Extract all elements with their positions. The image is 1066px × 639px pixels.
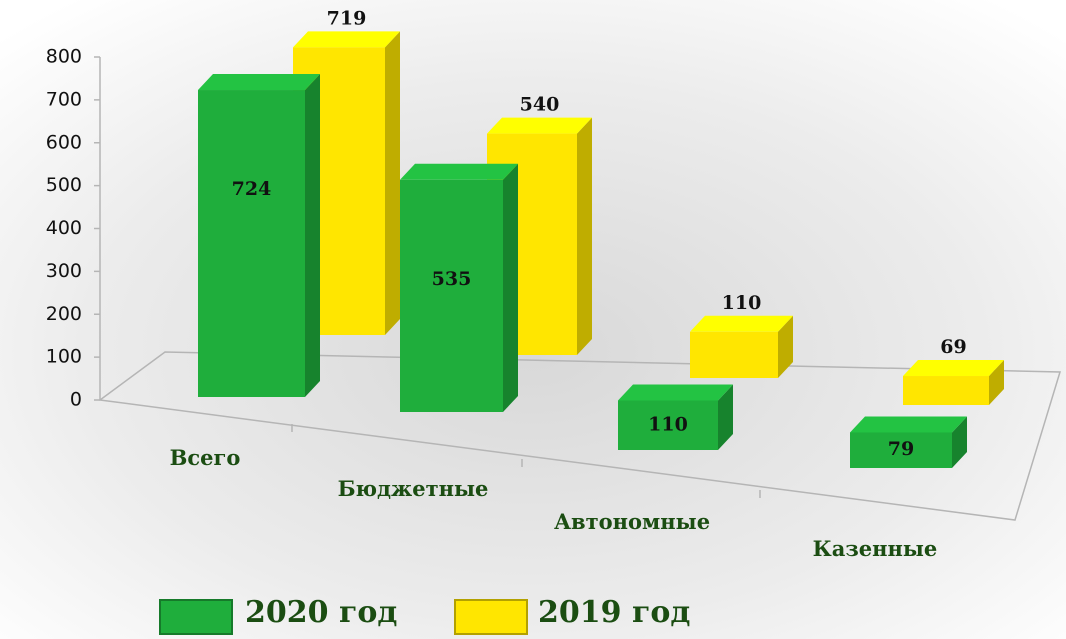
bar-top: [618, 385, 733, 401]
data-label: 110: [648, 413, 688, 435]
bar-side: [305, 74, 320, 397]
bar: [690, 332, 778, 378]
y-tick-label: 800: [46, 46, 82, 68]
bar-group: [903, 360, 1004, 405]
bar-top: [400, 164, 518, 180]
chart: 0 100 200 300 400 500 600 700 800 Всего Бюджетные А…: [0, 0, 1066, 639]
bar-side: [385, 31, 400, 335]
bar-top: [690, 316, 793, 332]
y-tick-label: 100: [46, 346, 82, 368]
bar-top: [293, 31, 400, 47]
bar: [903, 376, 989, 405]
bar-group: [690, 316, 793, 378]
y-tick-label: 400: [46, 217, 82, 239]
data-label: 69: [940, 336, 966, 358]
legend-swatch: [160, 600, 232, 634]
bar-top: [487, 118, 592, 134]
x-tick-label: Бюджетные: [338, 476, 489, 501]
bar-top: [198, 74, 320, 90]
y-tick-label: 600: [46, 131, 82, 153]
data-label: 79: [888, 438, 914, 460]
x-tick-label: Всего: [170, 445, 241, 470]
y-tick-label: 0: [70, 389, 82, 411]
data-label: 110: [722, 292, 762, 314]
x-tick-label: Казенные: [813, 536, 938, 561]
y-tick-label: 500: [46, 174, 82, 196]
legend-swatch: [455, 600, 527, 634]
x-tick-label: Автономные: [554, 509, 710, 534]
data-label: 719: [327, 7, 367, 29]
legend-label: 2020 год: [245, 595, 397, 630]
legend-label: 2019 год: [538, 595, 690, 630]
bar-top: [903, 360, 1004, 376]
y-tick-label: 700: [46, 88, 82, 110]
bar-side: [503, 164, 518, 412]
data-label: 540: [520, 94, 560, 116]
bar: [400, 180, 503, 412]
bar: [198, 90, 305, 397]
data-label: 724: [232, 178, 272, 200]
y-tick-label: 200: [46, 303, 82, 325]
bar-top: [850, 416, 967, 432]
y-tick-label: 300: [46, 260, 82, 282]
bar-side: [577, 118, 592, 355]
bar-group: [198, 74, 320, 397]
data-label: 535: [432, 268, 472, 290]
